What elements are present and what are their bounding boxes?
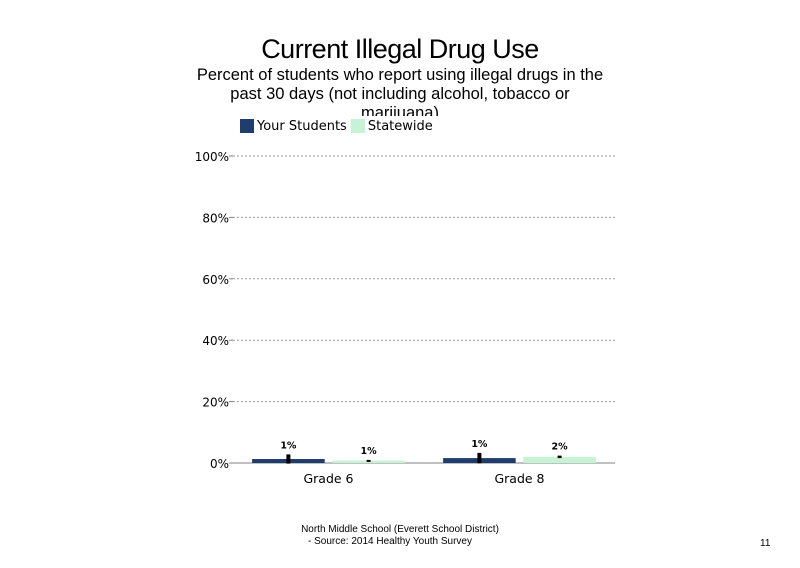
legend-swatch-statewide bbox=[350, 119, 365, 133]
footer-source: - Source: 2014 Healthy Youth Survey bbox=[308, 536, 472, 547]
page-number: 11 bbox=[760, 538, 771, 549]
chart-legend: Your Students Statewide bbox=[240, 117, 437, 135]
y-tick-label: 100% bbox=[195, 150, 229, 164]
error-bar bbox=[286, 454, 291, 464]
slide-footer: North Middle School (Everett School Dist… bbox=[0, 524, 800, 548]
error-bar bbox=[477, 452, 482, 464]
legend-item-statewide: Statewide bbox=[350, 118, 433, 134]
legend-label-statewide: Statewide bbox=[367, 118, 433, 134]
data-label: 1% bbox=[471, 439, 488, 450]
x-tick-label: Grade 6 bbox=[303, 471, 353, 486]
x-tick-label: Grade 8 bbox=[494, 471, 544, 486]
error-bar bbox=[366, 459, 371, 462]
chart-subtitle: Percent of students who report using ill… bbox=[196, 66, 604, 116]
legend-label-your-students: Your Students bbox=[257, 118, 347, 134]
footer-school: North Middle School (Everett School Dist… bbox=[301, 524, 499, 535]
y-tick-label: 60% bbox=[202, 273, 229, 287]
data-label: 1% bbox=[280, 440, 297, 451]
error-bar bbox=[557, 455, 562, 459]
chart-title: Current Illegal Drug Use bbox=[261, 34, 539, 64]
legend-item-your-students: Your Students bbox=[240, 119, 347, 134]
y-tick-label: 0% bbox=[210, 457, 229, 471]
data-label: 1% bbox=[361, 446, 378, 457]
y-tick-label: 40% bbox=[202, 334, 229, 348]
bar bbox=[523, 456, 596, 463]
legend-swatch-your-students bbox=[240, 119, 254, 133]
y-tick-label: 20% bbox=[202, 396, 229, 410]
y-tick-label: 80% bbox=[202, 211, 229, 225]
data-label: 2% bbox=[552, 442, 569, 453]
